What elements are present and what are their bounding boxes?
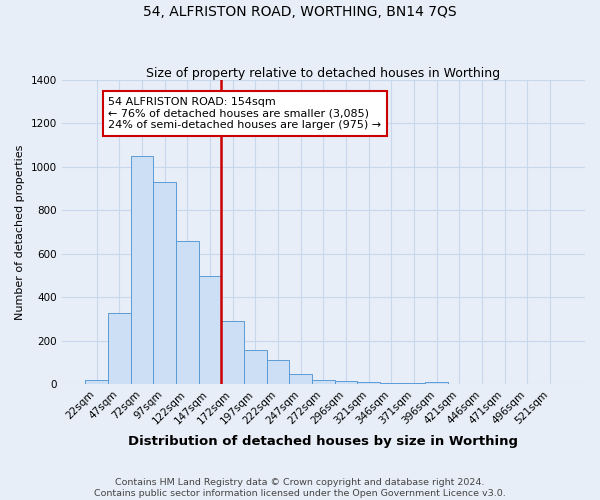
- Bar: [85, 380, 108, 384]
- Bar: [199, 276, 221, 384]
- Title: Size of property relative to detached houses in Worthing: Size of property relative to detached ho…: [146, 66, 500, 80]
- Bar: [312, 380, 335, 384]
- Bar: [108, 312, 131, 384]
- Bar: [244, 350, 266, 384]
- Bar: [358, 382, 380, 384]
- Text: 54, ALFRISTON ROAD, WORTHING, BN14 7QS: 54, ALFRISTON ROAD, WORTHING, BN14 7QS: [143, 5, 457, 19]
- Bar: [266, 360, 289, 384]
- Text: 54 ALFRISTON ROAD: 154sqm
← 76% of detached houses are smaller (3,085)
24% of se: 54 ALFRISTON ROAD: 154sqm ← 76% of detac…: [108, 97, 381, 130]
- Text: Contains HM Land Registry data © Crown copyright and database right 2024.
Contai: Contains HM Land Registry data © Crown c…: [94, 478, 506, 498]
- Bar: [335, 381, 358, 384]
- Bar: [131, 156, 154, 384]
- Bar: [221, 322, 244, 384]
- Bar: [154, 182, 176, 384]
- Bar: [176, 240, 199, 384]
- Bar: [289, 374, 312, 384]
- Y-axis label: Number of detached properties: Number of detached properties: [15, 144, 25, 320]
- X-axis label: Distribution of detached houses by size in Worthing: Distribution of detached houses by size …: [128, 434, 518, 448]
- Bar: [425, 382, 448, 384]
